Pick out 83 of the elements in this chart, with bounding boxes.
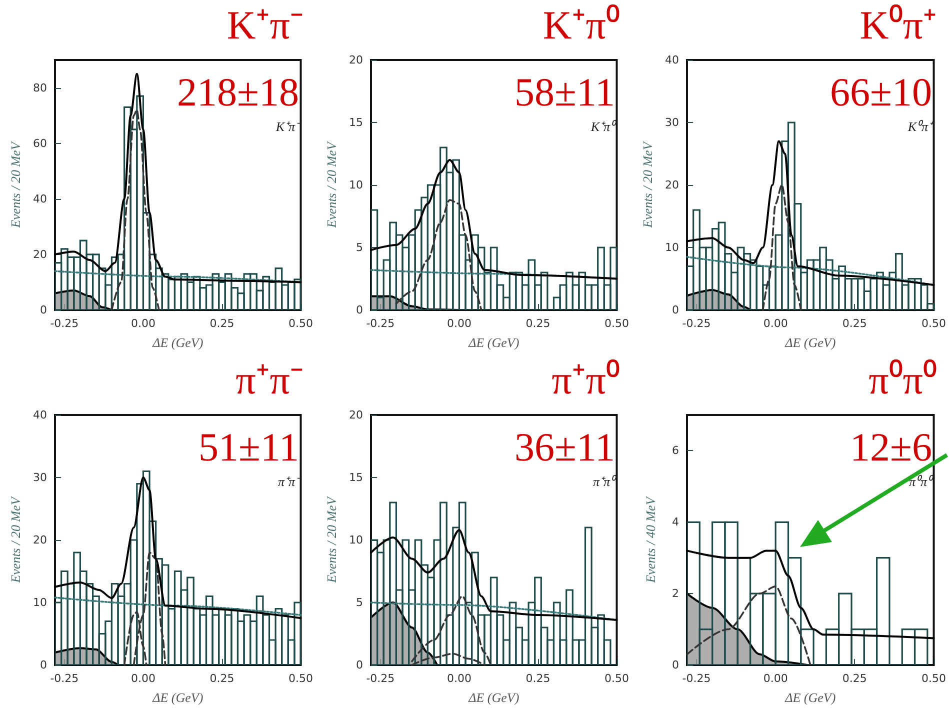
y-tick-label: 5 <box>356 596 363 609</box>
y-tick-label: 80 <box>33 81 47 94</box>
x-tick-label: -0.25 <box>50 672 79 685</box>
chart-title: π⁰π⁰ <box>868 358 937 402</box>
x-tick-label: 0.50 <box>288 672 314 685</box>
x-axis-title: ΔE (GeV) <box>468 335 520 350</box>
y-axis-title: Events / 20 MeV <box>8 140 24 229</box>
x-tick-label: 0.25 <box>842 317 867 330</box>
x-tick-label: 0.25 <box>526 672 550 685</box>
x-tick-label: -0.25 <box>366 317 395 330</box>
x-tick-label: -0.25 <box>682 672 711 685</box>
x-tick-label: 0.00 <box>130 317 156 330</box>
y-tick-label: 2 <box>672 587 679 600</box>
annotation: K⁰π⁺ <box>906 119 934 134</box>
annotation: π⁺π⁰ <box>592 474 617 489</box>
annotation: 218±18 <box>177 70 299 114</box>
x-axis-title: ΔE (GeV) <box>152 690 204 705</box>
annotation: 51±11 <box>198 424 299 470</box>
x-tick-label: 0.00 <box>446 672 472 685</box>
x-tick-label: 0.00 <box>130 672 156 685</box>
y-tick-label: 10 <box>33 596 47 609</box>
x-axis-title: ΔE (GeV) <box>784 690 836 705</box>
chart-title: K⁰π⁺ <box>860 2 938 48</box>
y-axis-title: Events / 20 MeV <box>640 140 656 229</box>
chart-title: π⁺π⁰ <box>552 358 620 402</box>
y-tick-label: 10 <box>665 241 679 254</box>
annotation: 58±11 <box>514 70 615 114</box>
y-axis-title: Events / 40 MeV <box>643 495 658 584</box>
chart-title: π⁺π⁻ <box>236 358 304 402</box>
annotation: K⁺π⁰ <box>590 119 617 134</box>
x-tick-label: 0.00 <box>763 317 788 330</box>
annotation: K⁺π⁻ <box>274 119 301 134</box>
y-tick-label: 30 <box>33 471 47 484</box>
y-tick-label: 30 <box>665 116 679 129</box>
x-tick-label: -0.25 <box>50 317 79 330</box>
x-axis-title: ΔE (GeV) <box>468 690 520 705</box>
y-tick-label: 40 <box>33 408 47 422</box>
y-tick-label: 0 <box>40 304 47 316</box>
annotation: π⁺π⁻ <box>278 474 301 489</box>
y-tick-label: 0 <box>356 304 363 316</box>
annotation: 36±11 <box>514 424 615 470</box>
y-tick-label: 5 <box>356 241 363 254</box>
y-tick-label: 20 <box>33 534 47 546</box>
chart-title: K⁺π⁰ <box>542 2 620 48</box>
x-tick-label: 0.50 <box>604 672 630 685</box>
y-tick-label: 4 <box>672 516 679 529</box>
y-tick-label: 0 <box>672 658 679 672</box>
x-tick-label: 0.25 <box>210 672 234 685</box>
y-axis-title: Events / 20 MeV <box>324 140 340 229</box>
y-tick-label: 60 <box>33 136 47 150</box>
y-tick-label: 15 <box>349 116 363 129</box>
x-axis-title: ΔE (GeV) <box>152 335 204 350</box>
annotation: π⁰π⁰ <box>908 474 934 489</box>
x-tick-label: -0.25 <box>366 672 395 685</box>
annotation: 66±10 <box>830 70 932 114</box>
x-tick-label: 0.00 <box>763 672 788 685</box>
x-tick-label: 0.25 <box>526 317 550 330</box>
y-tick-label: 15 <box>349 471 363 484</box>
y-tick-label: 20 <box>33 248 47 261</box>
x-tick-label: 0.50 <box>922 672 946 685</box>
y-tick-label: 0 <box>40 658 47 672</box>
x-tick-label: 0.50 <box>288 317 314 330</box>
x-tick-label: 0.25 <box>842 672 867 685</box>
annotation: 12±6 <box>850 424 932 470</box>
chart-title: K⁺π⁻ <box>226 2 304 48</box>
y-tick-label: 40 <box>33 192 47 206</box>
y-axis-title: Events / 20 MeV <box>8 495 24 584</box>
y-tick-label: 20 <box>349 54 363 66</box>
y-tick-label: 10 <box>349 178 363 192</box>
x-tick-label: 0.50 <box>922 317 946 330</box>
x-tick-label: 0.00 <box>446 317 472 330</box>
x-axis-title: ΔE (GeV) <box>784 335 836 350</box>
y-tick-label: 40 <box>665 54 679 66</box>
x-tick-label: 0.50 <box>604 317 630 330</box>
y-tick-label: 0 <box>672 304 679 316</box>
x-tick-label: -0.25 <box>682 317 711 330</box>
y-tick-label: 20 <box>665 178 679 192</box>
y-axis-title: Events / 20 MeV <box>324 495 340 584</box>
y-tick-label: 6 <box>672 444 679 458</box>
x-tick-label: 0.25 <box>210 317 234 330</box>
y-tick-label: 20 <box>349 408 363 422</box>
y-tick-label: 10 <box>349 534 363 546</box>
y-tick-label: 0 <box>356 658 363 672</box>
